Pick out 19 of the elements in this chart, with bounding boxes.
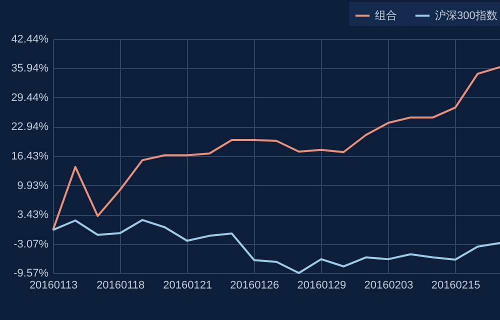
- y-tick-label: 3.43%: [17, 209, 49, 222]
- line-series: [52, 66, 500, 231]
- y-tick-label: 22.94%: [11, 121, 49, 134]
- legend-label: 沪深300指数: [435, 8, 498, 22]
- x-tick-label: 20160203: [364, 280, 414, 292]
- x-tick-label: 20160129: [297, 280, 346, 292]
- x-tick-label: 20160126: [230, 280, 280, 292]
- x-tick-label: 20160118: [96, 280, 145, 292]
- y-tick-label: 9.93%: [17, 180, 49, 192]
- y-tick-label: 29.44%: [11, 92, 49, 104]
- y-tick-label: 42.44%: [11, 34, 49, 46]
- legend-label: 组合: [375, 8, 397, 22]
- x-tick-label: 20160121: [163, 280, 212, 292]
- y-tick-label: -9.57%: [14, 268, 49, 280]
- y-tick-label: -3.07%: [14, 238, 49, 250]
- x-tick-label: 20160215: [431, 280, 480, 292]
- y-tick-label: 35.94%: [11, 62, 49, 75]
- x-tick-label: 20160113: [29, 280, 78, 292]
- y-tick-label: 16.43%: [11, 150, 49, 163]
